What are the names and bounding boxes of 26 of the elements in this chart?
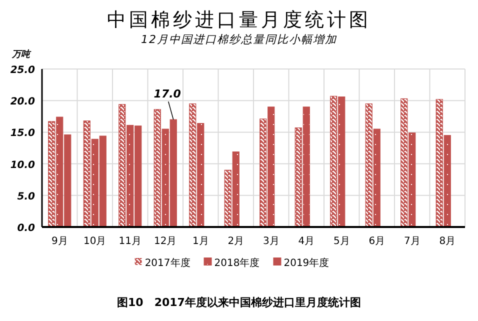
x-tick-label: 8月 — [439, 236, 456, 247]
chart-subtitle: 12月中国进口棉纱总量同比小幅增加 — [141, 33, 337, 46]
y-tick-label: 5.0 — [17, 191, 36, 202]
caption: 图10 2017年度以来中国棉纱进口里月度统计图 — [117, 296, 361, 309]
y-tick-label: 0.0 — [17, 223, 36, 234]
x-tick-label: 7月 — [404, 236, 420, 247]
x-tick-label: 2月 — [228, 236, 244, 247]
x-tick-label: 5月 — [333, 236, 350, 247]
legend-label: 2019年度 — [284, 257, 330, 269]
x-tick-label: 4月 — [298, 236, 315, 247]
x-tick-label: 11月 — [118, 236, 142, 247]
x-tick-label: 1月 — [192, 236, 209, 247]
y-tick-label: 10.0 — [10, 160, 36, 171]
y-axis-title: 万吨 — [11, 49, 32, 60]
y-tick-label: 25.0 — [10, 65, 36, 76]
y-tick-label: 15.0 — [10, 128, 36, 140]
x-tick-label: 6月 — [368, 236, 386, 247]
chart-title: 中国棉纱进口量月度统计图 — [107, 9, 371, 31]
y-tick-label: 20.0 — [10, 96, 36, 108]
x-tick-label: 10月 — [84, 236, 106, 247]
x-tick-label: 3月 — [262, 236, 280, 247]
x-tick-label: 12月 — [154, 236, 177, 247]
legend-label: 2017年度 — [144, 257, 190, 269]
legend-label: 2018年度 — [214, 257, 260, 269]
x-tick-label: 9月 — [51, 236, 68, 247]
annotation: 17.0 — [154, 88, 182, 101]
